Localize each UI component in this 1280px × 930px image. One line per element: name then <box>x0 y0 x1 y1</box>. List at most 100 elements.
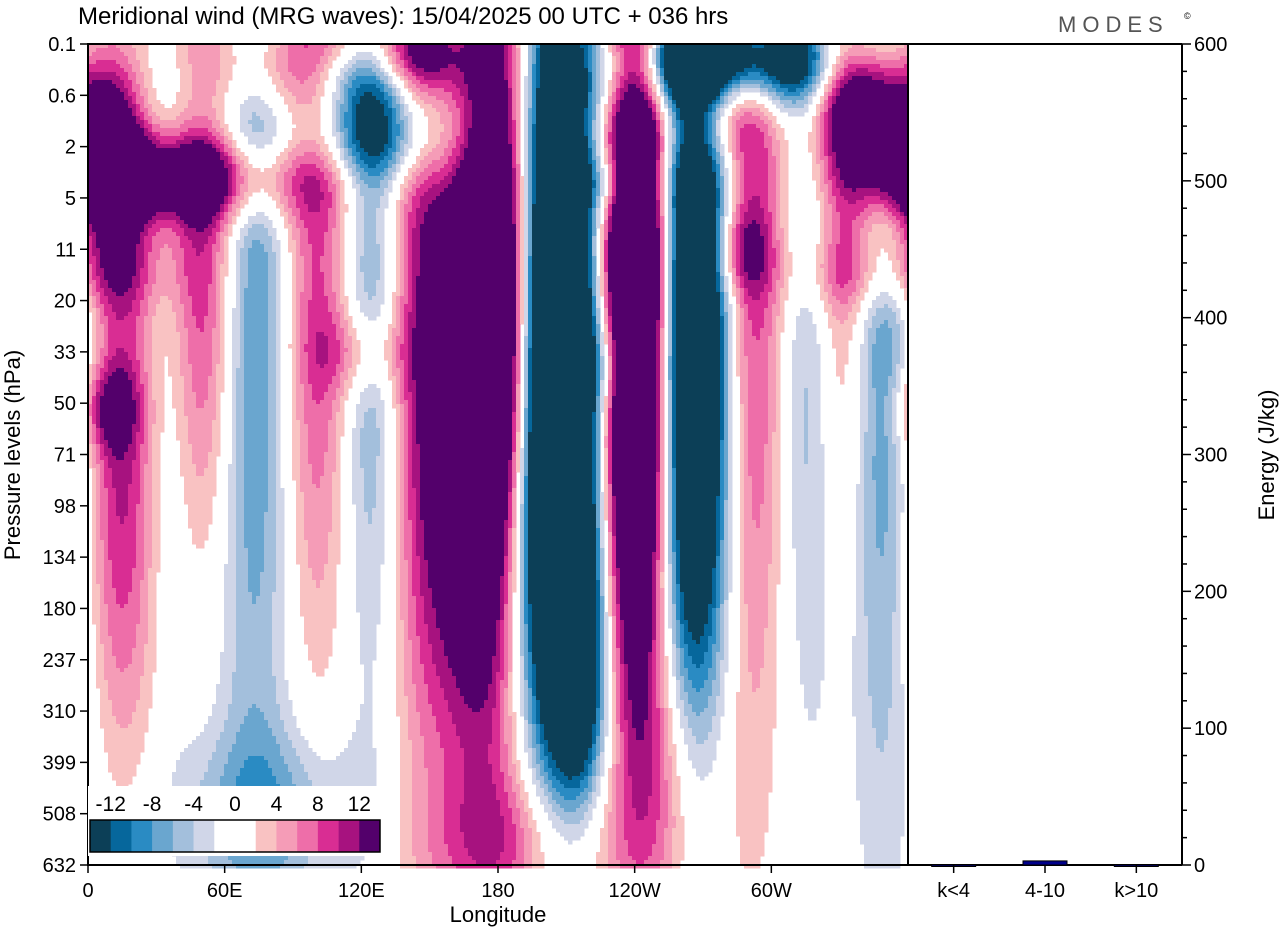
heatmap-cell <box>872 108 877 113</box>
heatmap-cell <box>312 100 317 105</box>
heatmap-cell <box>140 116 145 121</box>
heatmap-cell <box>524 132 529 137</box>
heatmap-cell <box>124 140 129 145</box>
heatmap-cell <box>208 112 213 117</box>
heatmap-cell <box>556 68 561 73</box>
heatmap-cell <box>556 128 561 133</box>
heatmap-cell <box>612 80 617 85</box>
heatmap-cell <box>768 140 773 145</box>
heatmap-cell <box>392 140 397 145</box>
heatmap-cell <box>620 100 625 105</box>
heatmap-cell <box>720 68 725 73</box>
heatmap-cell <box>204 44 209 49</box>
heatmap-cell <box>872 112 877 117</box>
heatmap-cell <box>608 80 613 85</box>
heatmap-cell <box>484 136 489 141</box>
heatmap-cell <box>196 80 201 85</box>
heatmap-cell <box>556 64 561 69</box>
heatmap-cell <box>644 108 649 113</box>
heatmap-cell <box>824 132 829 137</box>
heatmap-cell <box>256 108 261 113</box>
heatmap-cell <box>104 116 109 121</box>
heatmap-cell <box>652 48 657 53</box>
heatmap-cell <box>656 128 661 133</box>
heatmap-cell <box>896 116 901 121</box>
heatmap-cell <box>888 104 893 109</box>
heatmap-cell <box>200 104 205 109</box>
heatmap-cell <box>312 104 317 109</box>
heatmap-cell <box>172 128 177 133</box>
heatmap-cell <box>604 136 609 141</box>
heatmap-cell <box>624 88 629 93</box>
heatmap-cell <box>220 108 225 113</box>
heatmap-cell <box>452 44 457 49</box>
heatmap-cell <box>312 132 317 137</box>
heatmap-cell <box>608 152 613 157</box>
heatmap-cell <box>744 72 749 77</box>
heatmap-cell <box>564 84 569 89</box>
heatmap-cell <box>120 116 125 121</box>
heatmap-cell <box>732 56 737 61</box>
heatmap-cell <box>184 140 189 145</box>
heatmap-cell <box>616 96 621 101</box>
heatmap-cell <box>528 148 533 153</box>
heatmap-cell <box>168 148 173 153</box>
heatmap-cell <box>132 100 137 105</box>
heatmap-cell <box>324 68 329 73</box>
heatmap-cell <box>484 96 489 101</box>
heatmap-cell <box>628 52 633 57</box>
heatmap-cell <box>204 80 209 85</box>
heatmap-cell <box>116 140 121 145</box>
heatmap-cell <box>488 96 493 101</box>
heatmap-cell <box>572 68 577 73</box>
heatmap-cell <box>228 144 233 149</box>
heatmap-cell <box>320 76 325 81</box>
heatmap-cell <box>528 92 533 97</box>
heatmap-cell <box>616 140 621 145</box>
heatmap-cell <box>296 140 301 145</box>
heatmap-cell <box>340 100 345 105</box>
heatmap-cell <box>312 152 317 157</box>
heatmap-cell <box>576 68 581 73</box>
heatmap-cell <box>96 112 101 117</box>
heatmap-cell <box>460 92 465 97</box>
heatmap-cell <box>508 64 513 69</box>
heatmap-cell <box>500 124 505 129</box>
heatmap-cell <box>364 84 369 89</box>
heatmap-cell <box>792 84 797 89</box>
heatmap-cell <box>388 108 393 113</box>
heatmap-cell <box>192 92 197 97</box>
heatmap-cell <box>772 140 777 145</box>
heatmap-cell <box>556 120 561 125</box>
heatmap-cell <box>624 136 629 141</box>
heatmap-cell <box>892 52 897 57</box>
heatmap-cell <box>648 68 653 73</box>
heatmap-cell <box>740 116 745 121</box>
heatmap-cell <box>812 72 817 77</box>
heatmap-cell <box>572 128 577 133</box>
heatmap-cell <box>220 56 225 61</box>
heatmap-cell <box>620 144 625 149</box>
heatmap-cell <box>456 52 461 57</box>
heatmap-cell <box>468 48 473 53</box>
heatmap-cell <box>624 76 629 81</box>
heatmap-cell <box>656 120 661 125</box>
heatmap-cell <box>896 80 901 85</box>
heatmap-cell <box>808 84 813 89</box>
heatmap-cell <box>744 132 749 137</box>
heatmap-cell <box>756 60 761 65</box>
heatmap-cell <box>152 88 157 93</box>
heatmap-cell <box>264 112 269 117</box>
heatmap-cell <box>608 116 613 121</box>
heatmap-cell <box>304 84 309 89</box>
heatmap-cell <box>112 128 117 133</box>
heatmap-cell <box>460 152 465 157</box>
heatmap-cell <box>272 72 277 77</box>
heatmap-cell <box>136 140 141 145</box>
heatmap-cell <box>588 108 593 113</box>
heatmap-cell <box>156 128 161 133</box>
heatmap-cell <box>352 88 357 93</box>
heatmap-cell <box>396 128 401 133</box>
heatmap-cell <box>284 156 289 161</box>
heatmap-cell <box>732 72 737 77</box>
